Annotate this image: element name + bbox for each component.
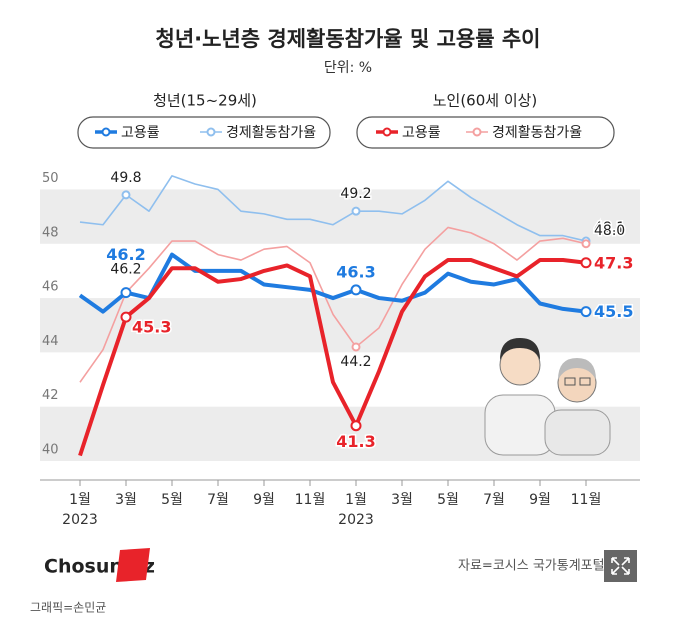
legend-label: 고용률: [402, 125, 441, 141]
y-tick-label: 42: [42, 388, 59, 403]
x-tick-label: 5월: [437, 492, 459, 508]
data-label: 47.3: [594, 253, 633, 272]
x-tick-label: 3월: [391, 492, 413, 508]
legend-group-title: 청년(15~29세): [153, 92, 257, 110]
point-marker: [580, 257, 592, 269]
point-marker: [120, 311, 132, 323]
x-tick-label: 1월: [69, 492, 91, 508]
illustration: [484, 338, 611, 456]
expand-icon-glyph: [611, 557, 630, 575]
expand-icon[interactable]: [604, 550, 637, 582]
y-tick-label: 44: [42, 334, 59, 349]
point-marker: [580, 306, 592, 318]
data-label: 48.1: [594, 220, 625, 236]
data-label: 46.3: [336, 262, 375, 281]
series-line: [78, 252, 587, 314]
legend-marker: [472, 127, 482, 137]
source: 자료=코시스 국가통계포털: [458, 559, 605, 574]
x-tick-label: 7월: [483, 492, 505, 508]
chart-subtitle: 단위: %: [324, 60, 372, 76]
x-tick-label: 7월: [207, 492, 229, 508]
point-marker: [350, 420, 362, 432]
point-marker: [350, 284, 362, 296]
x-tick-sublabel: 2023: [338, 512, 374, 528]
legend-label: 고용률: [121, 125, 160, 141]
x-tick-label: 3월: [115, 492, 137, 508]
data-label: 48.0: [594, 223, 625, 239]
series-line: [79, 226, 587, 383]
point-marker: [351, 342, 361, 352]
legend-marker: [206, 127, 216, 137]
y-tick-label: 40: [42, 442, 59, 457]
data-label: 45.3: [132, 318, 171, 337]
legend-marker: [101, 127, 111, 137]
point-marker: [121, 190, 131, 200]
x-tick-label: 9월: [253, 492, 275, 508]
data-label: 49.2: [340, 186, 371, 202]
y-tick-label: 50: [42, 171, 59, 186]
point-marker: [581, 239, 591, 249]
credit: 그래픽=손민균: [30, 601, 106, 615]
x-tick-label: 9월: [529, 492, 551, 508]
logo-mark: [116, 548, 150, 582]
legend-label: 경제활동참가율: [492, 125, 582, 141]
x-tick-label: 5월: [161, 492, 183, 508]
chart-title: 청년·노년층 경제활동참가율 및 고용률 추이: [156, 27, 541, 51]
data-label: 45.5: [594, 302, 633, 321]
x-tick-label: 11월: [571, 492, 602, 508]
legend-marker: [382, 127, 392, 137]
y-tick-label: 48: [42, 225, 59, 240]
data-label: 44.2: [340, 354, 371, 370]
grid-band: [40, 189, 640, 244]
data-label: 49.8: [110, 170, 141, 186]
legend-group-title: 노인(60세 이상): [433, 92, 538, 110]
legend-label: 경제활동참가율: [226, 125, 316, 141]
data-label: 46.2: [110, 262, 141, 278]
x-tick-sublabel: 2023: [62, 512, 98, 528]
data-label: 41.3: [336, 432, 375, 451]
data-label: 46.2: [106, 245, 145, 264]
plot-area: 40 42 44 46 48 50 1월 2023 3월 5월 7월 9월 11월 1월 2023 3월 5월 7…: [40, 168, 640, 528]
point-marker: [120, 287, 132, 299]
x-tick-label: 11월: [295, 492, 326, 508]
point-marker: [351, 206, 361, 216]
series-line: [78, 258, 587, 457]
series-line: [79, 175, 587, 242]
x-tick-label: 1월: [345, 492, 367, 508]
y-tick-label: 46: [42, 280, 59, 295]
